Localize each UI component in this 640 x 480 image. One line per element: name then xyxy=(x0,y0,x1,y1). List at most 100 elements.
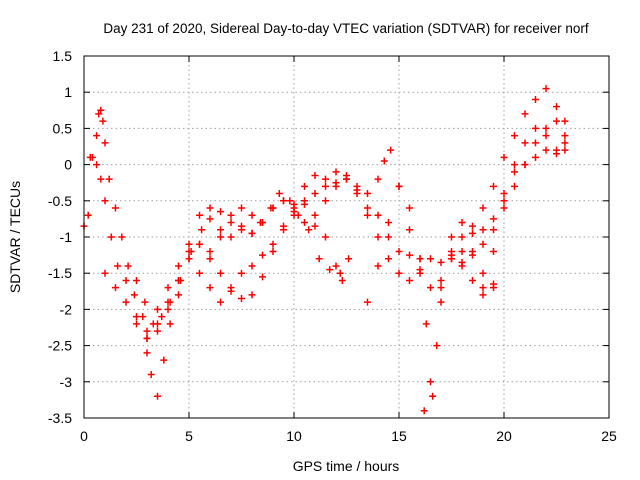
y-tick-label: 1 xyxy=(64,84,72,100)
data-point xyxy=(395,269,403,277)
data-point xyxy=(141,298,149,306)
data-point xyxy=(227,233,235,241)
data-point xyxy=(185,240,193,248)
data-point xyxy=(332,262,340,270)
data-point xyxy=(385,233,392,241)
data-point xyxy=(479,284,487,292)
data-point xyxy=(164,298,172,306)
data-point xyxy=(99,117,107,125)
data-point xyxy=(374,233,382,241)
data-point xyxy=(385,219,392,227)
series-trace-7 xyxy=(420,85,569,415)
data-point xyxy=(154,327,161,335)
data-point xyxy=(275,190,283,198)
data-point xyxy=(280,197,287,205)
data-point xyxy=(105,175,113,183)
data-point xyxy=(160,356,168,364)
data-point xyxy=(143,334,151,342)
data-point xyxy=(227,284,235,292)
data-point xyxy=(322,175,329,183)
data-point xyxy=(532,139,539,147)
data-point xyxy=(521,139,529,147)
data-point xyxy=(217,269,224,277)
data-point xyxy=(301,219,308,227)
data-point xyxy=(112,204,119,212)
data-point xyxy=(88,153,96,161)
data-point xyxy=(217,233,224,241)
y-tick-label: -3 xyxy=(60,374,73,390)
data-point xyxy=(143,327,151,335)
data-point xyxy=(427,378,434,386)
data-point xyxy=(101,197,109,205)
data-point xyxy=(561,117,569,125)
data-point xyxy=(500,197,508,205)
series-trace-8 xyxy=(448,139,569,241)
data-point xyxy=(374,211,382,219)
data-point xyxy=(406,276,413,284)
data-point xyxy=(490,247,497,255)
data-point xyxy=(133,313,140,321)
data-point xyxy=(521,110,529,118)
data-point xyxy=(315,255,323,263)
x-tick-label: 25 xyxy=(601,428,617,444)
data-point xyxy=(290,200,298,208)
data-point xyxy=(227,211,235,219)
data-point xyxy=(101,139,109,147)
data-point xyxy=(175,291,182,299)
data-point xyxy=(374,262,382,270)
data-point xyxy=(532,95,539,103)
data-point xyxy=(406,251,413,259)
data-point xyxy=(553,117,560,125)
data-point xyxy=(133,276,140,284)
data-point xyxy=(301,182,308,190)
data-point xyxy=(448,255,455,263)
data-point xyxy=(322,197,329,205)
data-point xyxy=(458,219,466,227)
y-tick-label: -2 xyxy=(60,301,73,317)
data-point xyxy=(248,291,256,299)
data-point xyxy=(326,266,334,274)
data-point xyxy=(238,269,245,277)
data-point xyxy=(374,175,382,183)
data-point xyxy=(139,313,147,321)
data-point xyxy=(542,132,550,140)
data-point xyxy=(433,342,441,350)
data-point xyxy=(521,161,529,169)
data-point xyxy=(511,168,518,176)
series-trace-2 xyxy=(84,106,353,328)
data-point xyxy=(561,139,569,147)
data-point xyxy=(124,262,132,270)
data-point xyxy=(561,146,569,154)
data-point xyxy=(217,226,224,234)
data-point xyxy=(206,255,214,263)
data-point xyxy=(469,247,476,255)
data-point xyxy=(122,298,130,306)
data-point xyxy=(458,247,466,255)
data-point xyxy=(198,226,206,234)
x-tick-label: 10 xyxy=(286,428,302,444)
series-trace-9 xyxy=(479,117,569,292)
data-point xyxy=(416,255,424,263)
data-point xyxy=(196,211,203,219)
tick-labels: 0 5 10 15 20 25 -3.5 -3 -2.5 -2 -1.5 -1 -0.5 0 0.5 1 1.5 xyxy=(48,48,617,444)
data-point xyxy=(206,204,214,212)
x-tick-label: 5 xyxy=(185,428,193,444)
data-point xyxy=(311,222,319,230)
chart-title: Day 231 of 2020, Sidereal Day-to-day VTE… xyxy=(103,21,588,36)
data-point xyxy=(259,219,266,227)
data-point xyxy=(532,124,539,132)
data-point xyxy=(305,226,313,234)
data-point xyxy=(448,233,455,241)
series-trace-3 xyxy=(101,146,424,335)
data-point xyxy=(154,320,161,328)
data-point xyxy=(130,291,138,299)
data-point xyxy=(469,276,476,284)
data-point xyxy=(364,190,371,198)
data-point xyxy=(553,150,560,158)
data-point xyxy=(469,229,476,237)
data-point xyxy=(248,211,256,219)
data-point xyxy=(118,233,126,241)
data-point xyxy=(395,182,403,190)
x-axis-label: GPS time / hours xyxy=(293,458,400,474)
data-point xyxy=(154,305,161,313)
